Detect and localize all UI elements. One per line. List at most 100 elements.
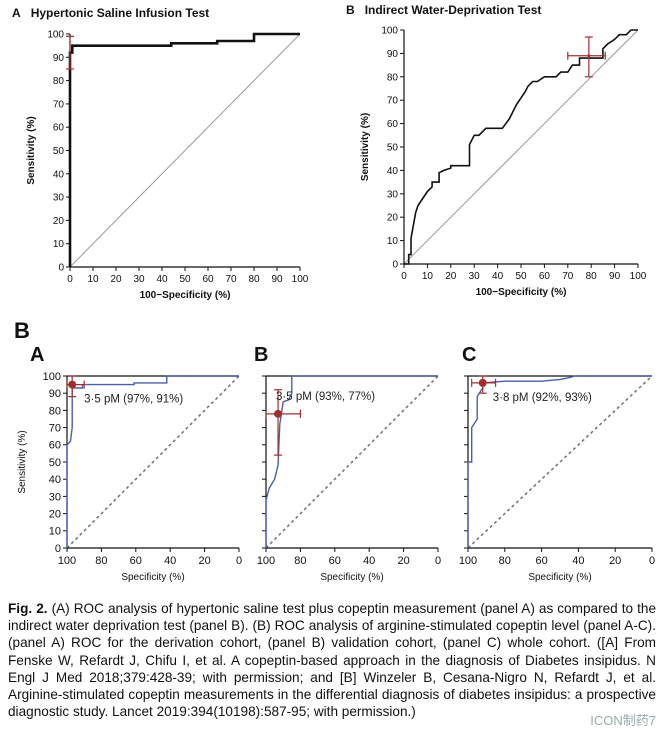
x-tick-label: 40 — [156, 274, 168, 285]
figure-caption: Fig. 2. (A) ROC analysis of hypertonic s… — [8, 600, 656, 720]
y-axis-label: Sensitivity (%) — [26, 116, 37, 184]
y-tick-label: 10 — [387, 236, 399, 247]
cutoff-point — [274, 409, 283, 418]
x-tick-label: 20 — [445, 271, 457, 282]
reference-diagonal — [66, 375, 240, 549]
x-tick-label: 20 — [397, 555, 409, 567]
chart-arginine-validation: 100 80 60 40 20 0 Specificity (%) 3·5 pM (93%, … — [257, 375, 441, 583]
cutoff-annotation: 3·5 pM (97%, 91%) — [84, 394, 183, 406]
reference-diagonal — [265, 375, 439, 549]
top-panel-b-letter: B — [346, 3, 355, 17]
y-tick-label: 70 — [387, 96, 399, 107]
top-panel-b-title: B Indirect Water-Deprivation Test — [346, 3, 541, 17]
x-tick-label: 60 — [130, 555, 142, 567]
y-tick-label: 90 — [387, 49, 399, 60]
y-tick-label: 50 — [387, 143, 399, 154]
y-tick-label: 60 — [387, 119, 399, 130]
x-tick-label: 90 — [609, 271, 621, 282]
y-axis-label: Sensitivity (%) — [17, 430, 28, 493]
x-tick-label: 60 — [329, 555, 341, 567]
x-tick-label: 80 — [294, 555, 306, 567]
x-tick-label: 60 — [202, 274, 214, 285]
x-axis-label: Specificity (%) — [528, 572, 591, 583]
y-tick-label: 20 — [53, 216, 65, 227]
x-axis-label: Specificity (%) — [320, 572, 383, 583]
x-tick-label: 40 — [164, 555, 176, 567]
watermark-text: ICON制药7 — [590, 713, 656, 728]
y-tick-label: 30 — [387, 189, 399, 200]
x-tick-label: 10 — [87, 274, 99, 285]
x-tick-label: 80 — [95, 555, 107, 567]
y-tick-label: 40 — [49, 474, 61, 486]
y-tick-label: 100 — [43, 371, 61, 383]
y-tick-label: 80 — [53, 76, 65, 87]
x-tick-label: 40 — [492, 271, 504, 282]
y-tick-label: 20 — [387, 213, 399, 224]
x-tick-label: 100 — [292, 274, 309, 285]
y-tick-label: 80 — [49, 405, 61, 417]
bottom-panel-a-letter: A — [30, 344, 45, 366]
section-b-letter: B — [14, 318, 30, 343]
roc-curve — [404, 29, 638, 265]
y-tick-label: 50 — [53, 146, 65, 157]
x-tick-label: 100 — [58, 555, 76, 567]
roc-curve — [265, 375, 438, 548]
x-tick-label: 100 — [630, 271, 647, 282]
reference-diagonal — [403, 29, 639, 265]
y-tick-label: 20 — [49, 508, 61, 520]
x-tick-label: 0 — [236, 555, 242, 567]
y-tick-label: 100 — [381, 26, 398, 37]
x-axis-label: 100−Specificity (%) — [476, 287, 567, 298]
y-tick-label: 0 — [392, 260, 398, 271]
y-axis-label: Sensitivity (%) — [360, 113, 371, 181]
x-tick-label: 0 — [67, 274, 73, 285]
y-tick-label: 30 — [49, 491, 61, 503]
y-tick-label: 80 — [387, 72, 399, 83]
x-tick-label: 10 — [422, 271, 434, 282]
x-tick-label: 40 — [363, 555, 375, 567]
x-tick-label: 30 — [469, 271, 481, 282]
x-tick-label: 80 — [248, 274, 260, 285]
x-tick-label: 80 — [586, 271, 598, 282]
cutoff-annotation: 3·8 pM (92%, 93%) — [493, 392, 592, 404]
x-tick-label: 70 — [225, 274, 237, 285]
x-tick-label: 80 — [499, 555, 511, 567]
y-tick-label: 70 — [53, 99, 65, 110]
x-tick-label: 20 — [110, 274, 122, 285]
x-tick-label: 100 — [459, 555, 477, 567]
x-tick-label: 20 — [198, 555, 210, 567]
x-tick-label: 20 — [609, 555, 621, 567]
cutoff-annotation: 3·5 pM (93%, 77%) — [276, 391, 375, 403]
top-panel-a-title: A Hypertonic Saline Infusion Test — [12, 6, 209, 20]
x-axis-label: 100−Specificity (%) — [140, 290, 231, 301]
y-tick-label: 40 — [53, 169, 65, 180]
cutoff-point — [68, 380, 77, 389]
x-tick-label: 60 — [539, 271, 551, 282]
top-panel-b-title-text: Indirect Water-Deprivation Test — [364, 3, 542, 17]
x-tick-label: 90 — [271, 274, 283, 285]
x-tick-label: 0 — [435, 555, 441, 567]
reference-diagonal — [69, 33, 301, 268]
y-tick-label: 10 — [53, 239, 65, 250]
x-tick-label: 0 — [401, 271, 407, 282]
y-tick-label: 90 — [53, 53, 65, 64]
y-tick-label: 0 — [58, 263, 64, 274]
x-tick-label: 70 — [562, 271, 574, 282]
chart-water-deprivation: 0 10 20 30 40 50 60 70 80 90 100 0 10 20 30 40 50 60 70 80 9… — [360, 26, 647, 299]
y-tick-label: 60 — [49, 440, 61, 452]
top-panel-a-letter: A — [12, 6, 21, 20]
roc-curve — [66, 375, 239, 548]
y-tick-label: 0 — [55, 543, 61, 555]
x-tick-label: 50 — [515, 271, 527, 282]
bottom-panel-c-letter: C — [462, 344, 477, 366]
x-axis-label: Specificity (%) — [121, 572, 184, 583]
top-panel-a-title-text: Hypertonic Saline Infusion Test — [30, 6, 210, 20]
y-tick-label: 30 — [53, 193, 65, 204]
figure-label: Fig. 2. — [8, 601, 48, 616]
cutoff-point — [587, 54, 591, 58]
figure-caption-text: (A) ROC analysis of hypertonic saline te… — [8, 601, 656, 720]
chart-hypertonic-saline: 0 10 20 30 40 50 60 70 80 90 100 0 10 20 30 40 50 60 70 80 9… — [26, 30, 309, 302]
y-tick-label: 100 — [47, 30, 64, 41]
y-tick-label: 40 — [387, 166, 399, 177]
y-tick-label: 50 — [49, 457, 61, 469]
